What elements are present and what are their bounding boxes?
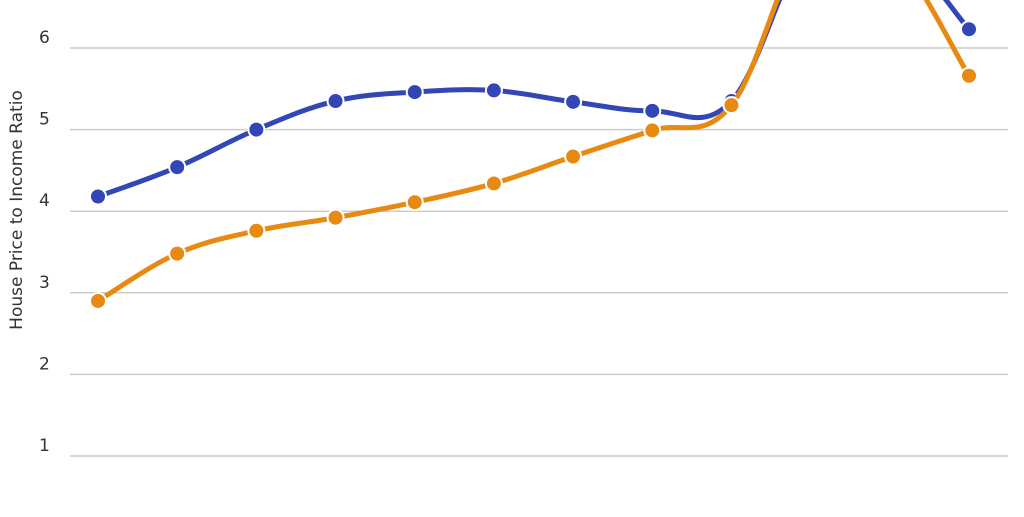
gridlines xyxy=(70,47,1008,457)
data-point[interactable] xyxy=(722,96,741,115)
series-line xyxy=(95,0,972,200)
y-axis-title: House Price to Income Ratio xyxy=(7,90,27,330)
series-line xyxy=(95,0,972,304)
data-point[interactable] xyxy=(247,221,266,240)
series-1 xyxy=(89,0,978,206)
data-point[interactable] xyxy=(643,101,662,120)
data-point[interactable] xyxy=(405,193,424,212)
data-point[interactable] xyxy=(247,120,266,139)
data-point[interactable] xyxy=(168,158,187,177)
y-tick-label: 5 xyxy=(39,110,50,130)
data-point[interactable] xyxy=(564,92,583,111)
data-point[interactable] xyxy=(326,208,345,227)
series-2 xyxy=(89,0,978,310)
y-tick-label: 4 xyxy=(39,191,50,211)
y-tick-label: 6 xyxy=(39,28,50,48)
data-point[interactable] xyxy=(405,83,424,102)
data-point[interactable] xyxy=(960,66,978,85)
y-tick-label: 1 xyxy=(39,436,50,456)
data-point[interactable] xyxy=(484,174,503,193)
data-point[interactable] xyxy=(484,81,503,100)
y-axis-ticks: 1 2 3 4 5 6 xyxy=(39,28,50,456)
data-point[interactable] xyxy=(89,291,107,310)
y-tick-label: 3 xyxy=(39,273,50,293)
data-point[interactable] xyxy=(960,20,978,39)
data-point[interactable] xyxy=(89,187,107,206)
data-point[interactable] xyxy=(168,244,187,263)
data-point[interactable] xyxy=(326,92,345,111)
y-tick-label: 2 xyxy=(39,354,50,374)
data-point[interactable] xyxy=(643,121,662,140)
series-layer xyxy=(89,0,978,310)
data-point[interactable] xyxy=(564,147,583,166)
